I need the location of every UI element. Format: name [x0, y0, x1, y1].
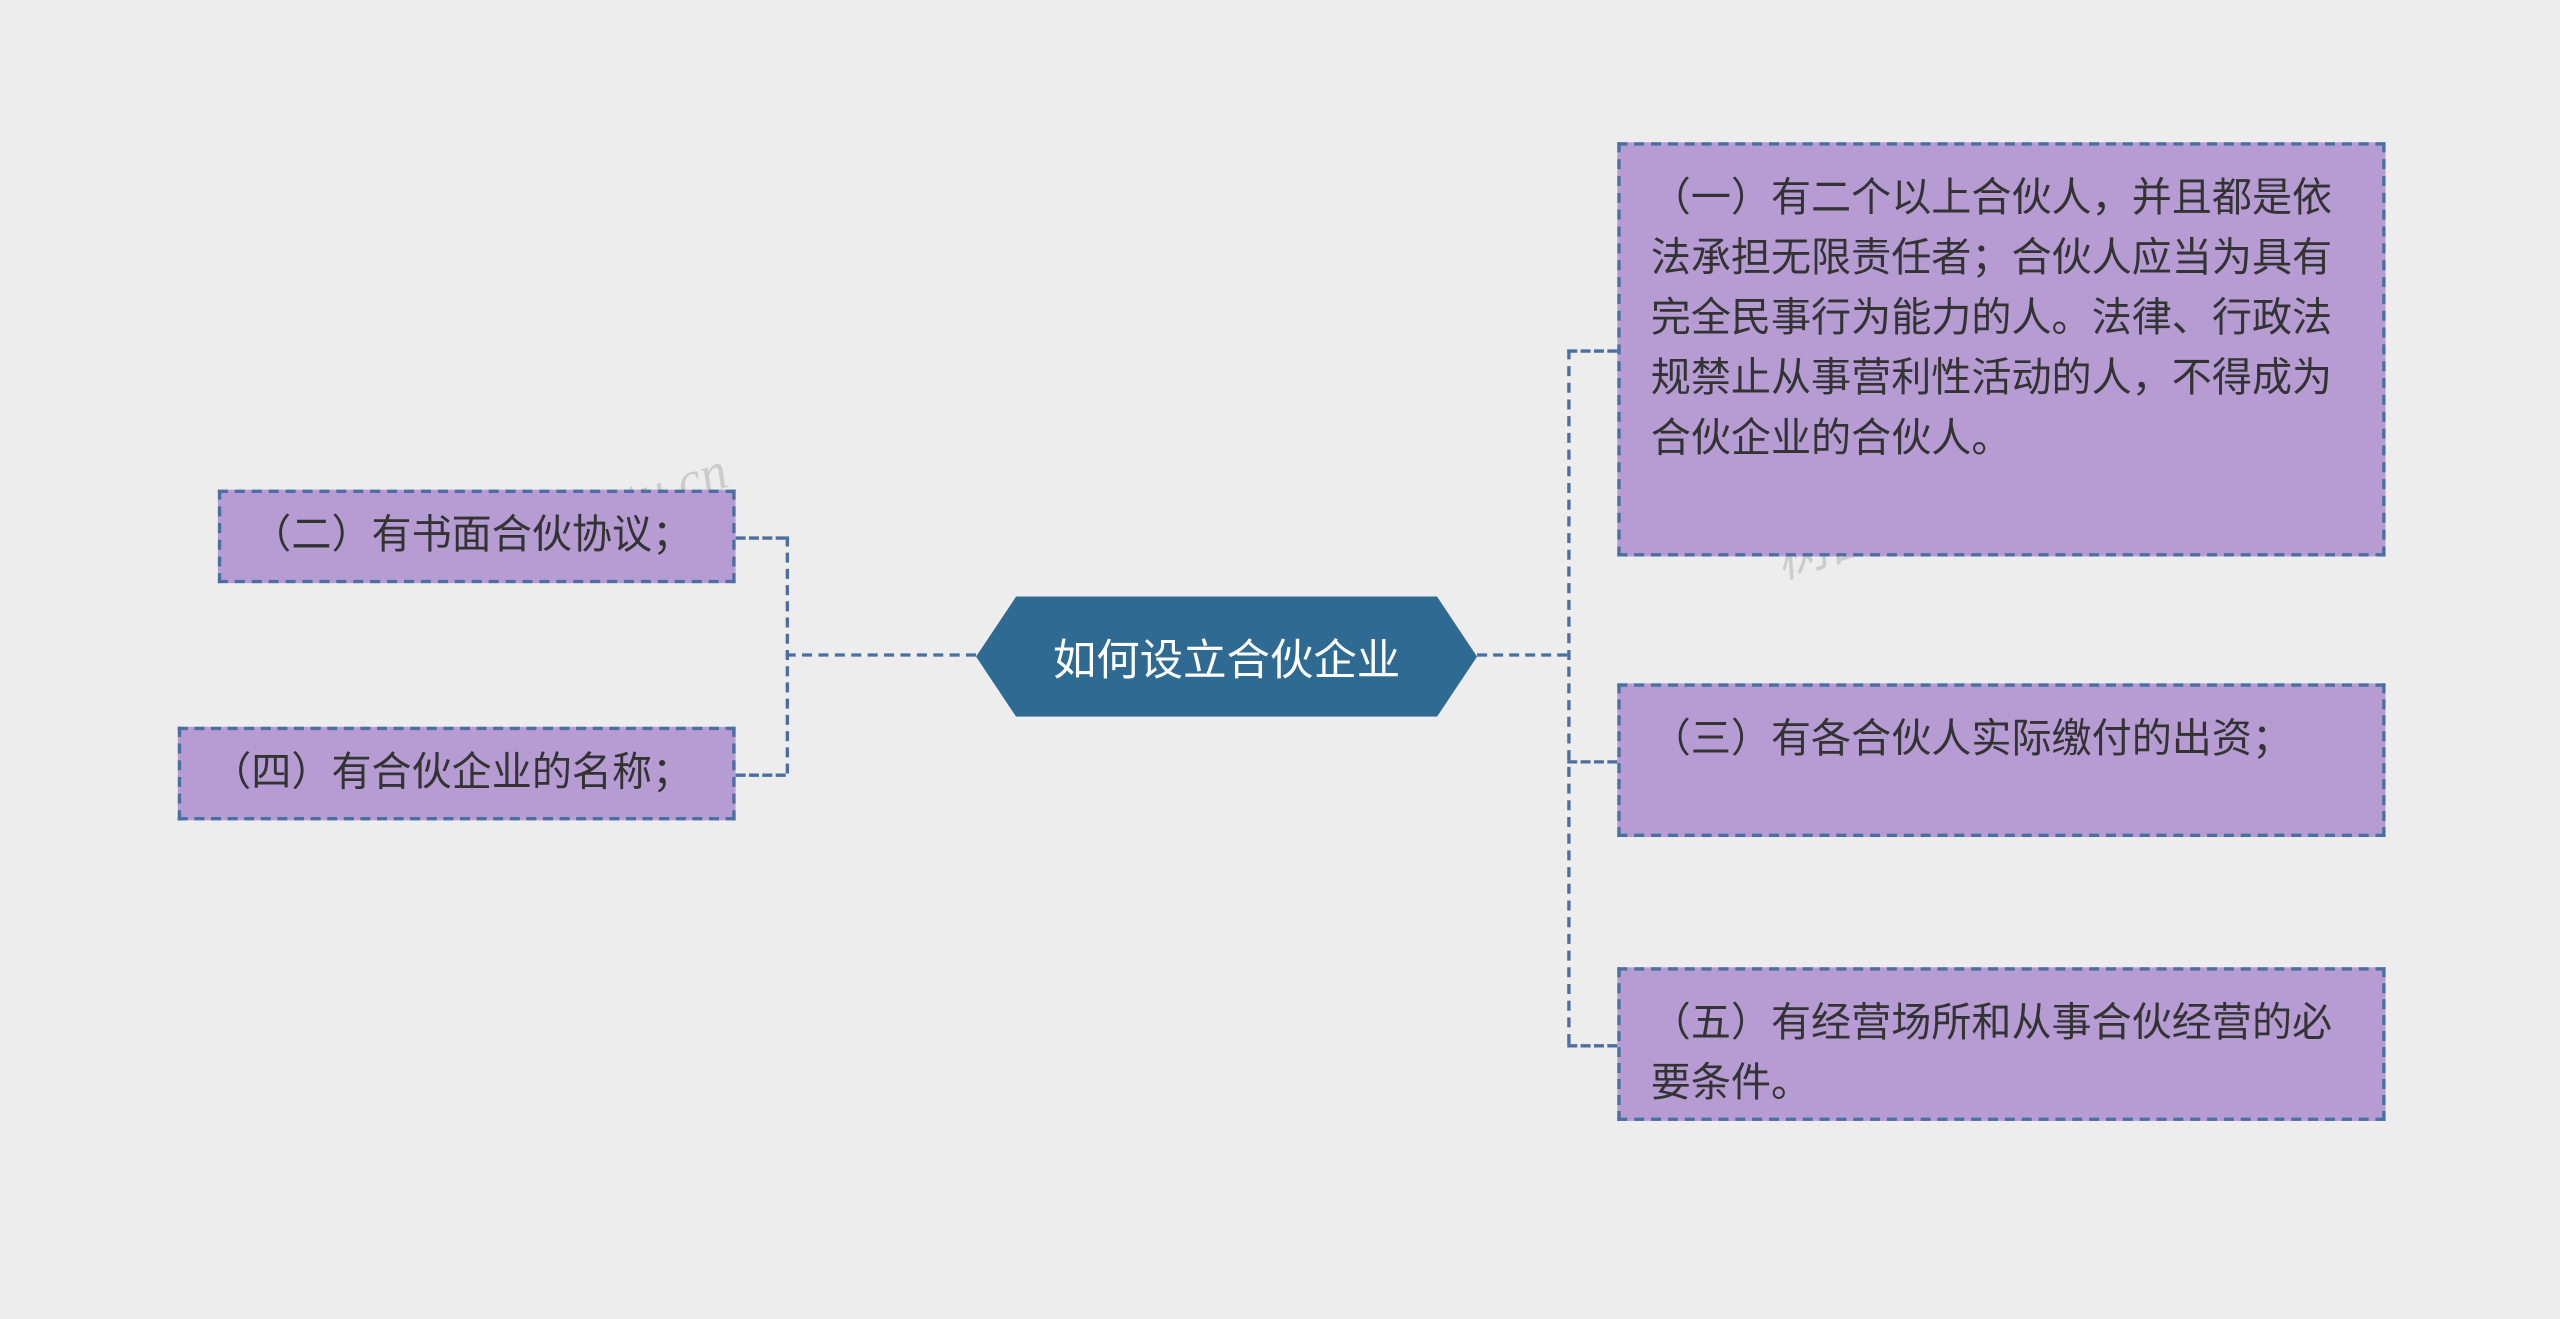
- node-5: （五）有经营场所和从事合伙经营的必要条件。: [1617, 967, 2385, 1121]
- connector-to-node2: [736, 536, 786, 539]
- node-1: （一）有二个以上合伙人，并且都是依法承担无限责任者；合伙人应当为具有完全民事行为…: [1617, 142, 2385, 556]
- connector-left-trunk: [786, 653, 976, 656]
- connector-to-node5: [1567, 1044, 1617, 1047]
- connector-to-node4: [736, 773, 786, 776]
- mindmap-canvas: 树图 shutu.cn 树图 shutu.cn 如何设立合伙企业 （二）有书面合…: [0, 5, 2560, 1314]
- connector-left-vertical: [786, 536, 789, 773]
- connector-right-trunk: [1477, 653, 1567, 656]
- node-4: （四）有合伙企业的名称；: [178, 726, 736, 820]
- connector-right-vertical: [1567, 349, 1570, 1044]
- connector-to-node1: [1567, 349, 1617, 352]
- node-2: （二）有书面合伙协议；: [218, 489, 736, 583]
- node-3: （三）有各合伙人实际缴付的出资；: [1617, 683, 2385, 837]
- connector-to-node3: [1567, 760, 1617, 763]
- center-node: 如何设立合伙企业: [976, 596, 1477, 716]
